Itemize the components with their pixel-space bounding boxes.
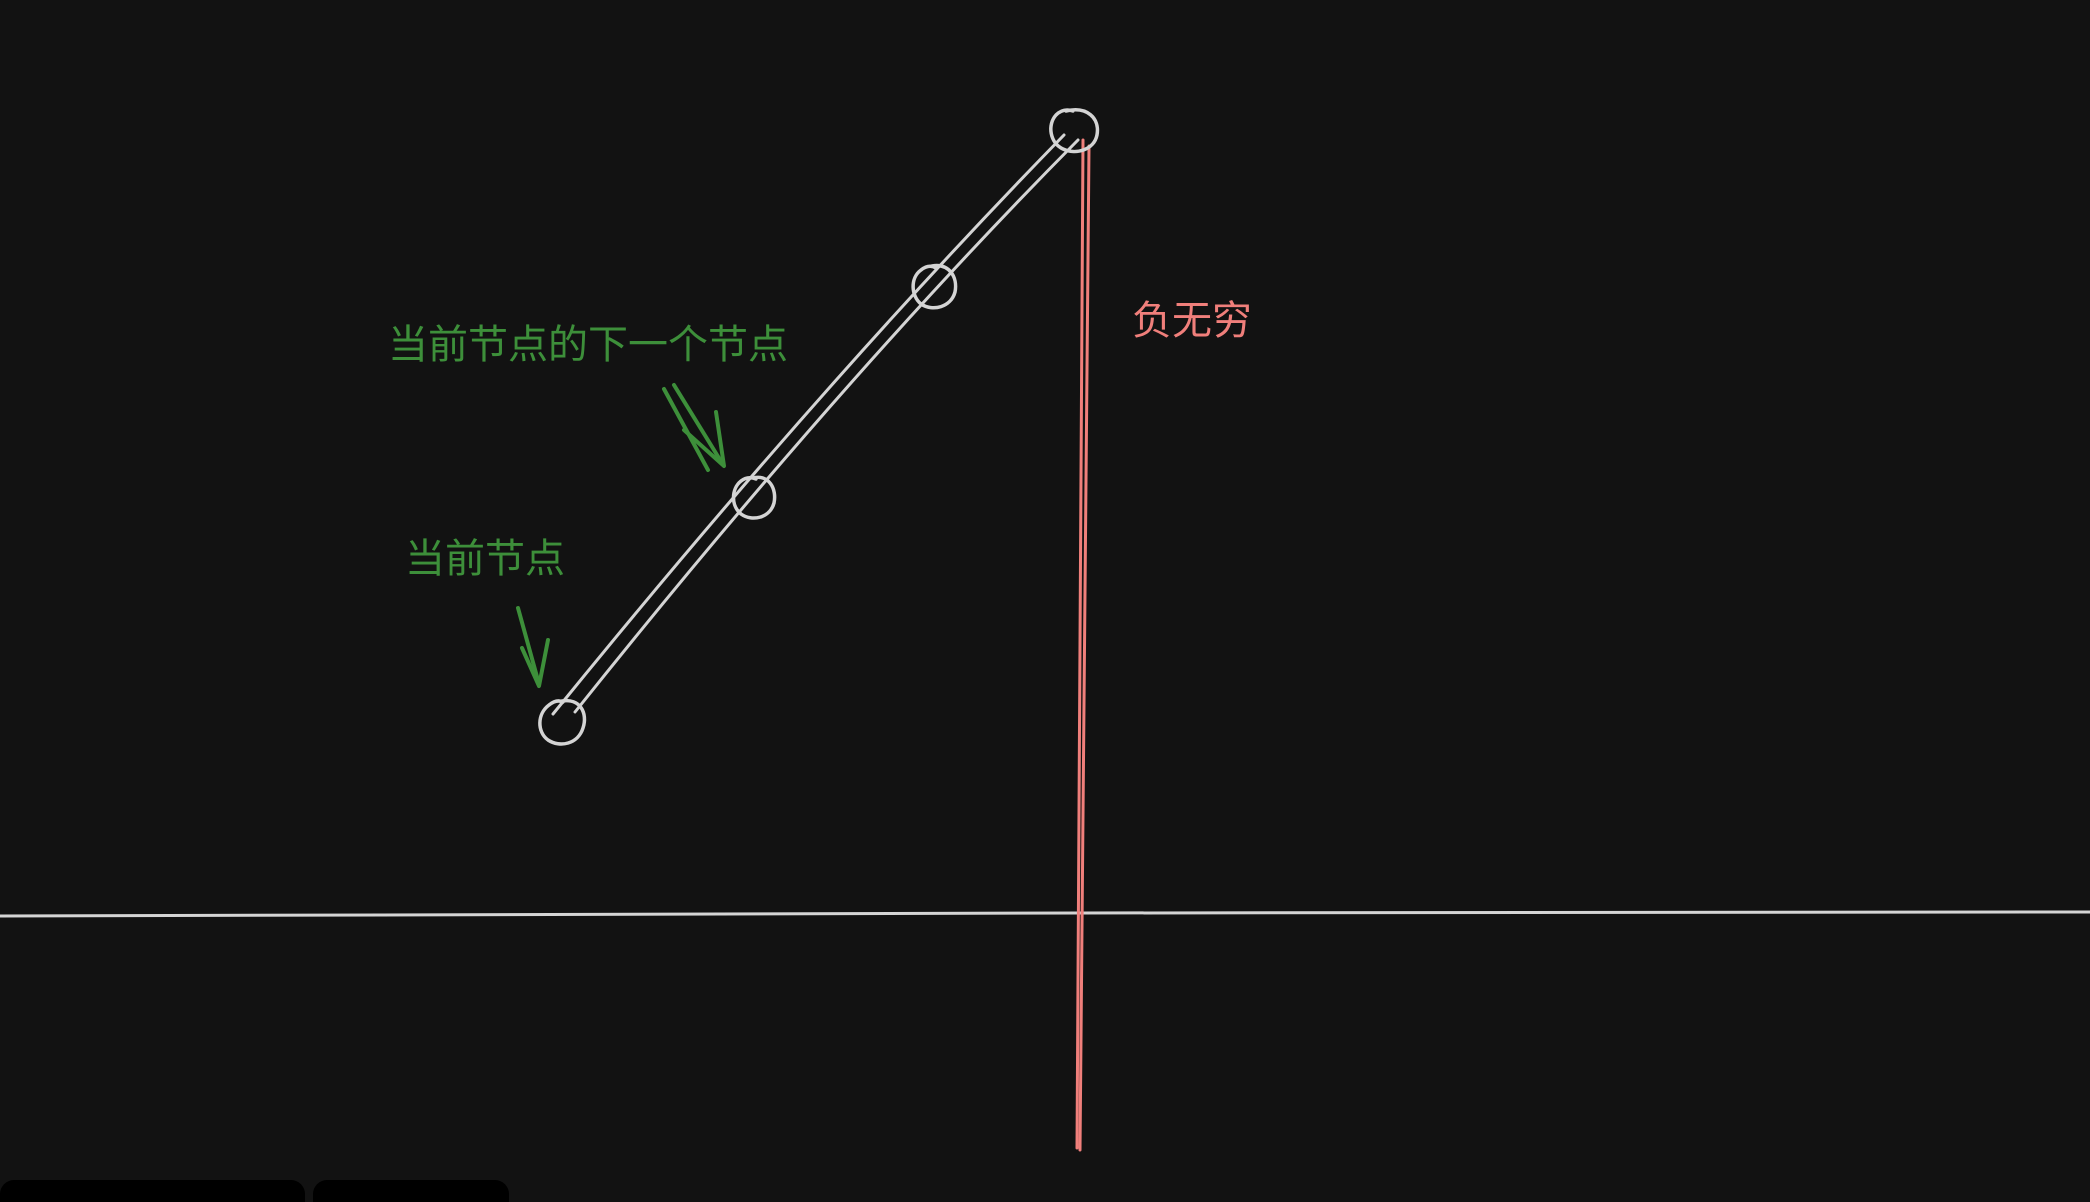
- node-circle-current[interactable]: [538, 698, 587, 746]
- bottom-toolbar-right[interactable]: [313, 1180, 509, 1202]
- node-circle-upper[interactable]: [911, 263, 958, 310]
- bottom-toolbar-left[interactable]: [0, 1180, 305, 1202]
- negative-infinity-label[interactable]: 负无穷: [1132, 298, 1252, 344]
- next-node-arrow: [662, 383, 726, 472]
- node-circle-top[interactable]: [1049, 108, 1100, 154]
- node-connector-line: [551, 133, 1080, 716]
- node-circle-next[interactable]: [731, 475, 777, 520]
- next-node-label[interactable]: 当前节点的下一个节点: [388, 322, 788, 368]
- horizontal-baseline: [0, 910, 2090, 918]
- negative-infinity-line: [1075, 138, 1091, 1152]
- current-node-arrow: [516, 606, 550, 688]
- current-node-label[interactable]: 当前节点: [405, 536, 565, 582]
